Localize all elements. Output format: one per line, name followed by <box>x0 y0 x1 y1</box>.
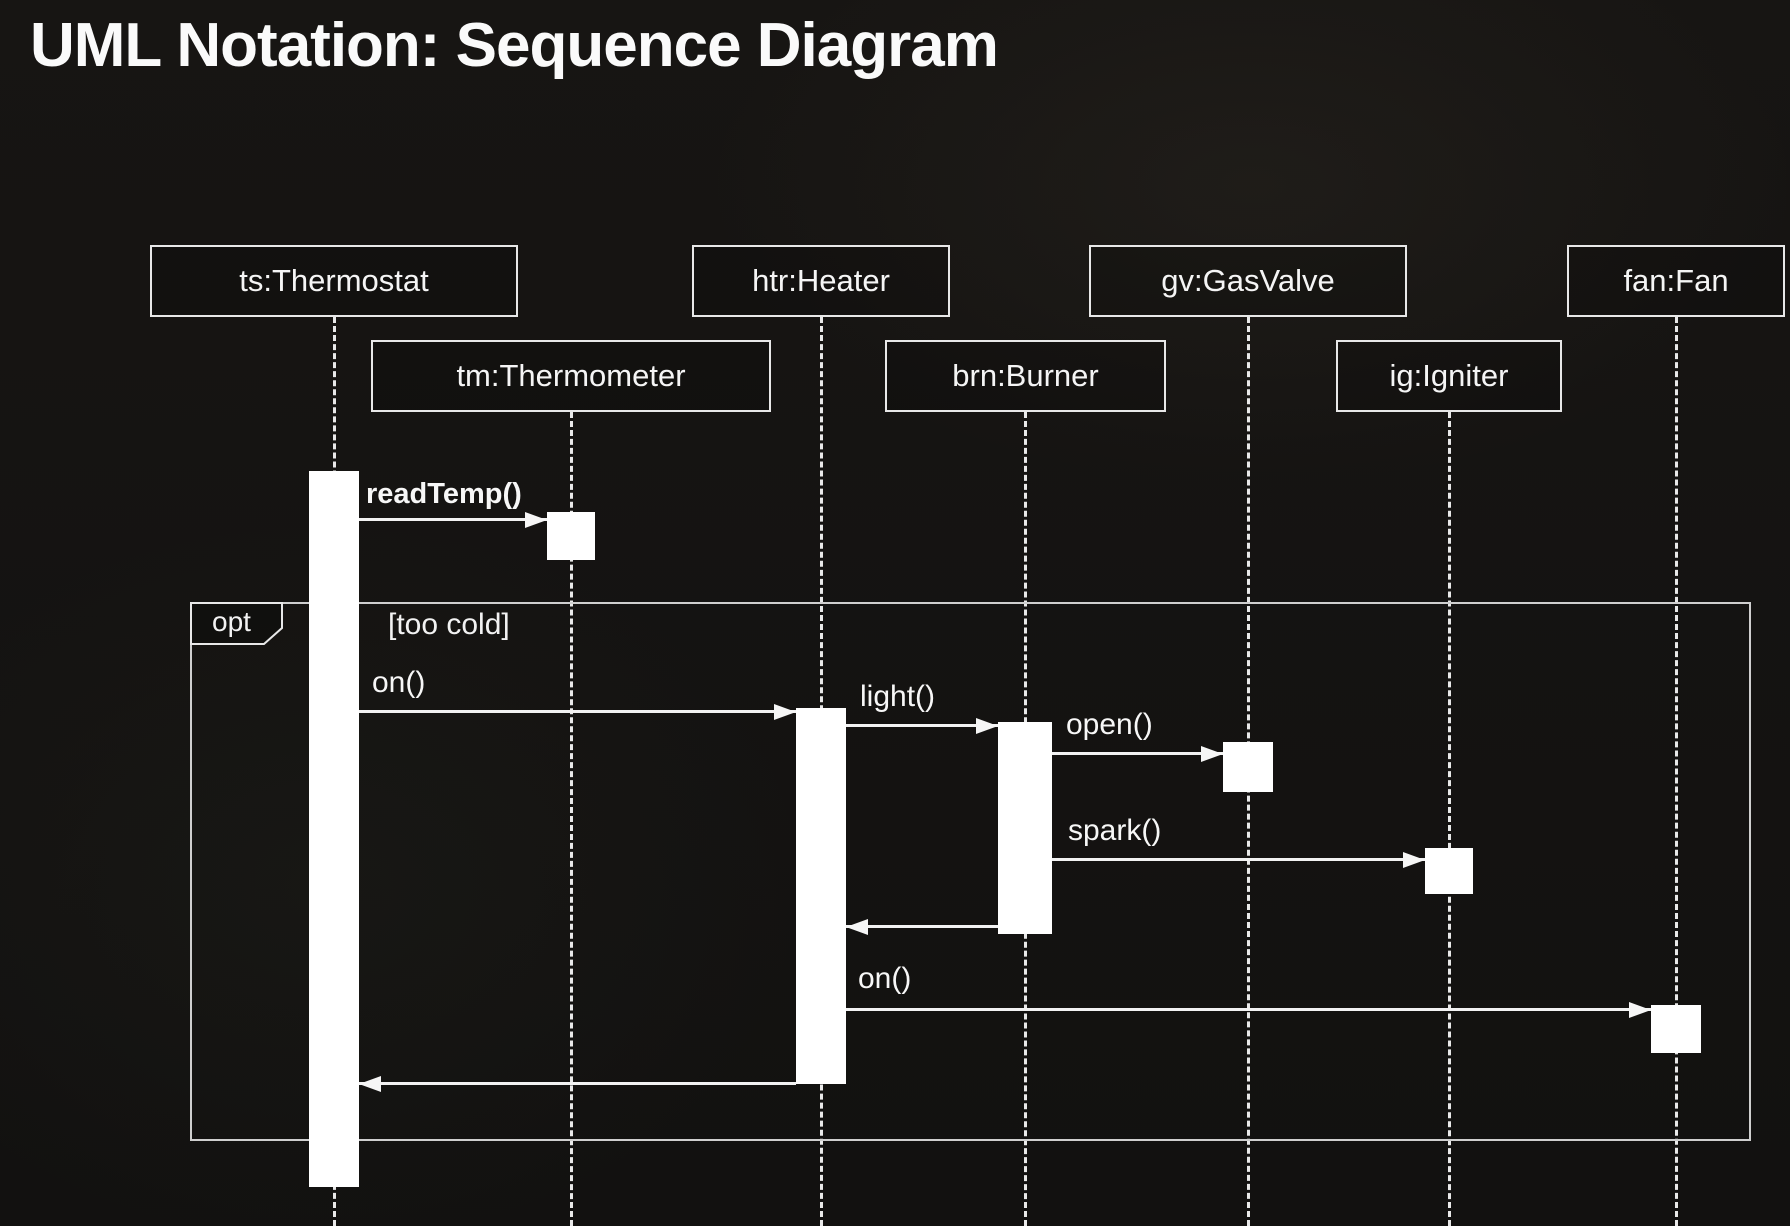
arrowhead-icon <box>359 1076 381 1092</box>
participant-label-htr: htr:Heater <box>752 263 890 298</box>
arrowhead-icon <box>846 919 868 935</box>
arrowhead-icon <box>1403 852 1425 868</box>
arrowhead-icon <box>976 718 998 734</box>
message-label-spark: spark() <box>1068 814 1162 847</box>
arrowhead-icon <box>1629 1002 1651 1018</box>
message-label-readtemp: readTemp() <box>366 478 522 510</box>
participant-box-ig: ig:Igniter <box>1336 340 1562 412</box>
activation-htr <box>796 708 846 1084</box>
activation-fan <box>1651 1005 1701 1053</box>
fragment-opt <box>190 602 1751 1141</box>
message-line-on-fan <box>846 1008 1651 1011</box>
fragment-guard-label: [too cold] <box>388 608 510 641</box>
message-label-light: light() <box>860 680 936 713</box>
message-label-on-heater: on() <box>372 666 426 699</box>
participant-label-ts: ts:Thermostat <box>239 263 429 298</box>
participant-box-htr: htr:Heater <box>692 245 950 317</box>
lifeline-tm <box>570 412 573 1226</box>
message-line-return-heater <box>359 1082 796 1085</box>
message-line-readtemp <box>359 518 547 521</box>
message-line-on-heater <box>359 710 796 713</box>
message-label-open: open() <box>1066 708 1153 741</box>
participant-label-gv: gv:GasValve <box>1161 263 1335 298</box>
activation-brn <box>998 722 1052 934</box>
participant-box-fan: fan:Fan <box>1567 245 1785 317</box>
message-line-light <box>846 724 998 727</box>
message-line-spark <box>1052 858 1425 861</box>
participant-label-fan: fan:Fan <box>1623 263 1729 298</box>
message-label-on-fan: on() <box>858 962 912 995</box>
activation-ig <box>1425 848 1473 894</box>
activation-gv <box>1223 742 1273 792</box>
arrowhead-icon <box>774 704 796 720</box>
arrowhead-icon <box>525 512 547 528</box>
page-title: UML Notation: Sequence Diagram <box>30 11 999 80</box>
participant-box-ts: ts:Thermostat <box>150 245 518 317</box>
participant-box-gv: gv:GasValve <box>1089 245 1407 317</box>
participant-box-tm: tm:Thermometer <box>371 340 771 412</box>
message-line-return-burner <box>846 925 998 928</box>
participant-label-brn: brn:Burner <box>952 358 1099 393</box>
arrowhead-icon <box>1201 746 1223 762</box>
activation-ts <box>309 471 359 1187</box>
activation-tm <box>547 512 595 560</box>
message-line-open <box>1052 752 1223 755</box>
lifeline-fan <box>1675 317 1678 1226</box>
lifeline-ig <box>1448 412 1451 1226</box>
fragment-tab-pentagon <box>190 602 283 645</box>
fragment-operator-label: opt <box>212 606 251 637</box>
participant-label-ig: ig:Igniter <box>1389 358 1509 393</box>
participant-label-tm: tm:Thermometer <box>456 358 686 393</box>
participant-box-brn: brn:Burner <box>885 340 1166 412</box>
